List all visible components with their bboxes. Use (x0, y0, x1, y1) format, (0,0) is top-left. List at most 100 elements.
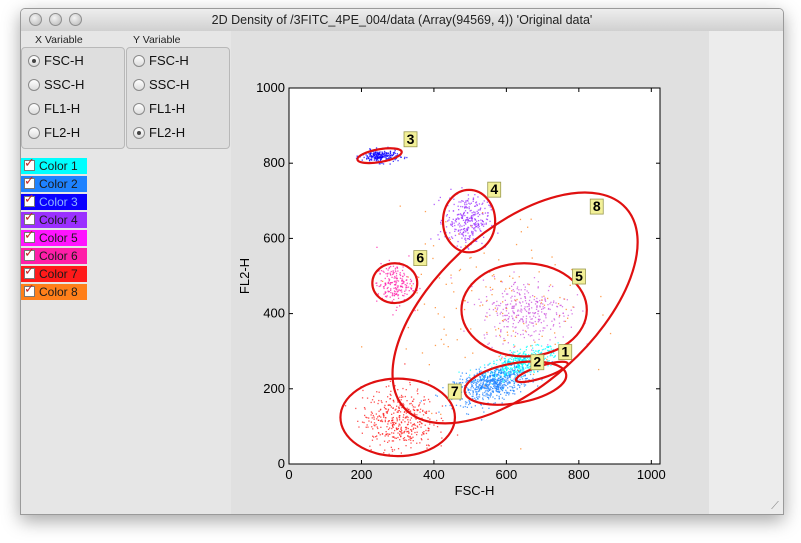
checkbox-icon[interactable]: ✓ (24, 156, 35, 171)
color-toggle-6[interactable]: ✓ Color 6 (21, 246, 87, 264)
gate-6-ellipse[interactable] (371, 262, 419, 305)
data-point (400, 431, 402, 433)
data-point (471, 290, 473, 292)
data-point (495, 389, 497, 392)
data-point (463, 212, 465, 214)
y-variable-option-fl1-h[interactable]: FL1-H (133, 100, 185, 120)
minimize-window-button[interactable] (49, 13, 62, 26)
data-point (396, 428, 398, 431)
gate-1-label-box[interactable] (558, 344, 573, 360)
data-point (384, 292, 386, 294)
y-variable-option-fsc-h[interactable]: FSC-H (133, 52, 189, 72)
radio-button-icon[interactable] (133, 78, 145, 91)
data-point (495, 381, 497, 384)
data-point (389, 155, 392, 157)
close-window-button[interactable] (29, 13, 42, 26)
color-toggle-8[interactable]: ✓ Color 8 (21, 282, 87, 300)
data-point (511, 295, 513, 297)
radio-button-icon[interactable] (133, 54, 145, 67)
data-point (495, 305, 497, 307)
checkbox-icon[interactable]: ✓ (24, 264, 35, 279)
gate-2-label-box[interactable] (530, 354, 545, 371)
plot-area[interactable] (289, 88, 660, 464)
x-variable-option-label: FSC-H (44, 53, 84, 69)
data-point (400, 286, 402, 288)
zoom-window-button[interactable] (69, 13, 82, 26)
checkbox-icon[interactable]: ✓ (24, 246, 35, 261)
data-point (502, 315, 504, 317)
radio-button-icon[interactable] (28, 126, 40, 139)
gate-3-label-box[interactable] (403, 131, 418, 148)
radio-button-icon[interactable] (28, 102, 40, 115)
x-variable-option-fl2-h[interactable]: FL2-H (28, 124, 80, 144)
checkbox-icon[interactable]: ✓ (24, 174, 35, 189)
y-variable-option-ssc-h[interactable]: SSC-H (133, 76, 189, 96)
data-point (397, 448, 400, 450)
resize-grip-icon[interactable]: ⟋ (771, 500, 779, 512)
data-point (563, 298, 566, 300)
color-toggle-7[interactable]: ✓ Color 7 (21, 264, 87, 282)
color-toggle-3[interactable]: ✓ Color 3 (21, 192, 87, 210)
data-point (405, 428, 407, 431)
radio-button-icon[interactable] (133, 102, 145, 115)
data-point (472, 397, 474, 400)
color-toggle-5[interactable]: ✓ Color 5 (21, 228, 87, 246)
data-point (512, 311, 515, 314)
data-point (527, 334, 530, 336)
data-point (537, 287, 539, 289)
checkbox-icon[interactable]: ✓ (24, 228, 35, 243)
radio-button-icon[interactable] (28, 54, 40, 67)
data-point (397, 287, 399, 289)
data-point (479, 370, 481, 372)
data-point (544, 348, 547, 350)
data-point (483, 372, 485, 375)
gate-5-label-box[interactable] (572, 268, 586, 285)
data-point (405, 439, 408, 441)
data-point (482, 212, 484, 214)
radio-button-icon[interactable] (133, 126, 145, 139)
gate-6-label-box[interactable] (413, 250, 428, 266)
checkbox-icon[interactable]: ✓ (24, 210, 35, 225)
gate-2-ellipse[interactable] (461, 355, 569, 412)
gate-7-ellipse[interactable] (339, 377, 457, 458)
data-point (383, 293, 385, 295)
checkbox-icon[interactable]: ✓ (24, 282, 35, 297)
data-point (373, 153, 375, 155)
data-point (405, 445, 407, 447)
x-variable-option-fsc-h[interactable]: FSC-H (28, 52, 84, 72)
density-plot[interactable]: 0 200 400 600 800 100002004006008001000FSC-HF… (231, 31, 709, 514)
data-point (461, 225, 463, 227)
data-point (475, 205, 477, 207)
data-point (507, 334, 509, 336)
gate-8-label-box[interactable] (589, 198, 604, 215)
gate-7-label-box[interactable] (447, 383, 462, 400)
data-point (459, 268, 462, 271)
y-variable-option-fl2-h[interactable]: FL2-H (133, 124, 185, 144)
color-toggle-4[interactable]: ✓ Color 4 (21, 210, 87, 228)
gate-8-ellipse[interactable] (352, 150, 678, 465)
checkmark-icon: ✓ (24, 245, 35, 260)
data-point (409, 384, 411, 386)
data-point (388, 158, 390, 160)
data-point (398, 419, 401, 421)
x-variable-option-fl1-h[interactable]: FL1-H (28, 100, 80, 120)
color-toggle-2[interactable]: ✓ Color 2 (21, 174, 87, 192)
gate-3-ellipse[interactable] (356, 145, 403, 165)
color-toggle-1[interactable]: ✓ Color 1 (21, 156, 87, 174)
x-variable-option-ssc-h[interactable]: SSC-H (28, 76, 84, 96)
gate-4-ellipse[interactable] (441, 188, 497, 254)
checkbox-icon[interactable]: ✓ (24, 192, 35, 207)
data-point (427, 417, 429, 419)
data-point (415, 427, 417, 429)
data-point (485, 379, 487, 381)
gate-5-ellipse[interactable] (460, 262, 588, 358)
data-point (550, 328, 552, 330)
y-tick-label: 1000 (256, 80, 285, 95)
data-point (499, 371, 501, 373)
radio-button-icon[interactable] (28, 78, 40, 91)
data-point (465, 223, 467, 225)
data-point (547, 304, 549, 306)
data-point (396, 306, 398, 308)
gate-4-label-box[interactable] (487, 181, 502, 198)
data-point (461, 233, 463, 235)
